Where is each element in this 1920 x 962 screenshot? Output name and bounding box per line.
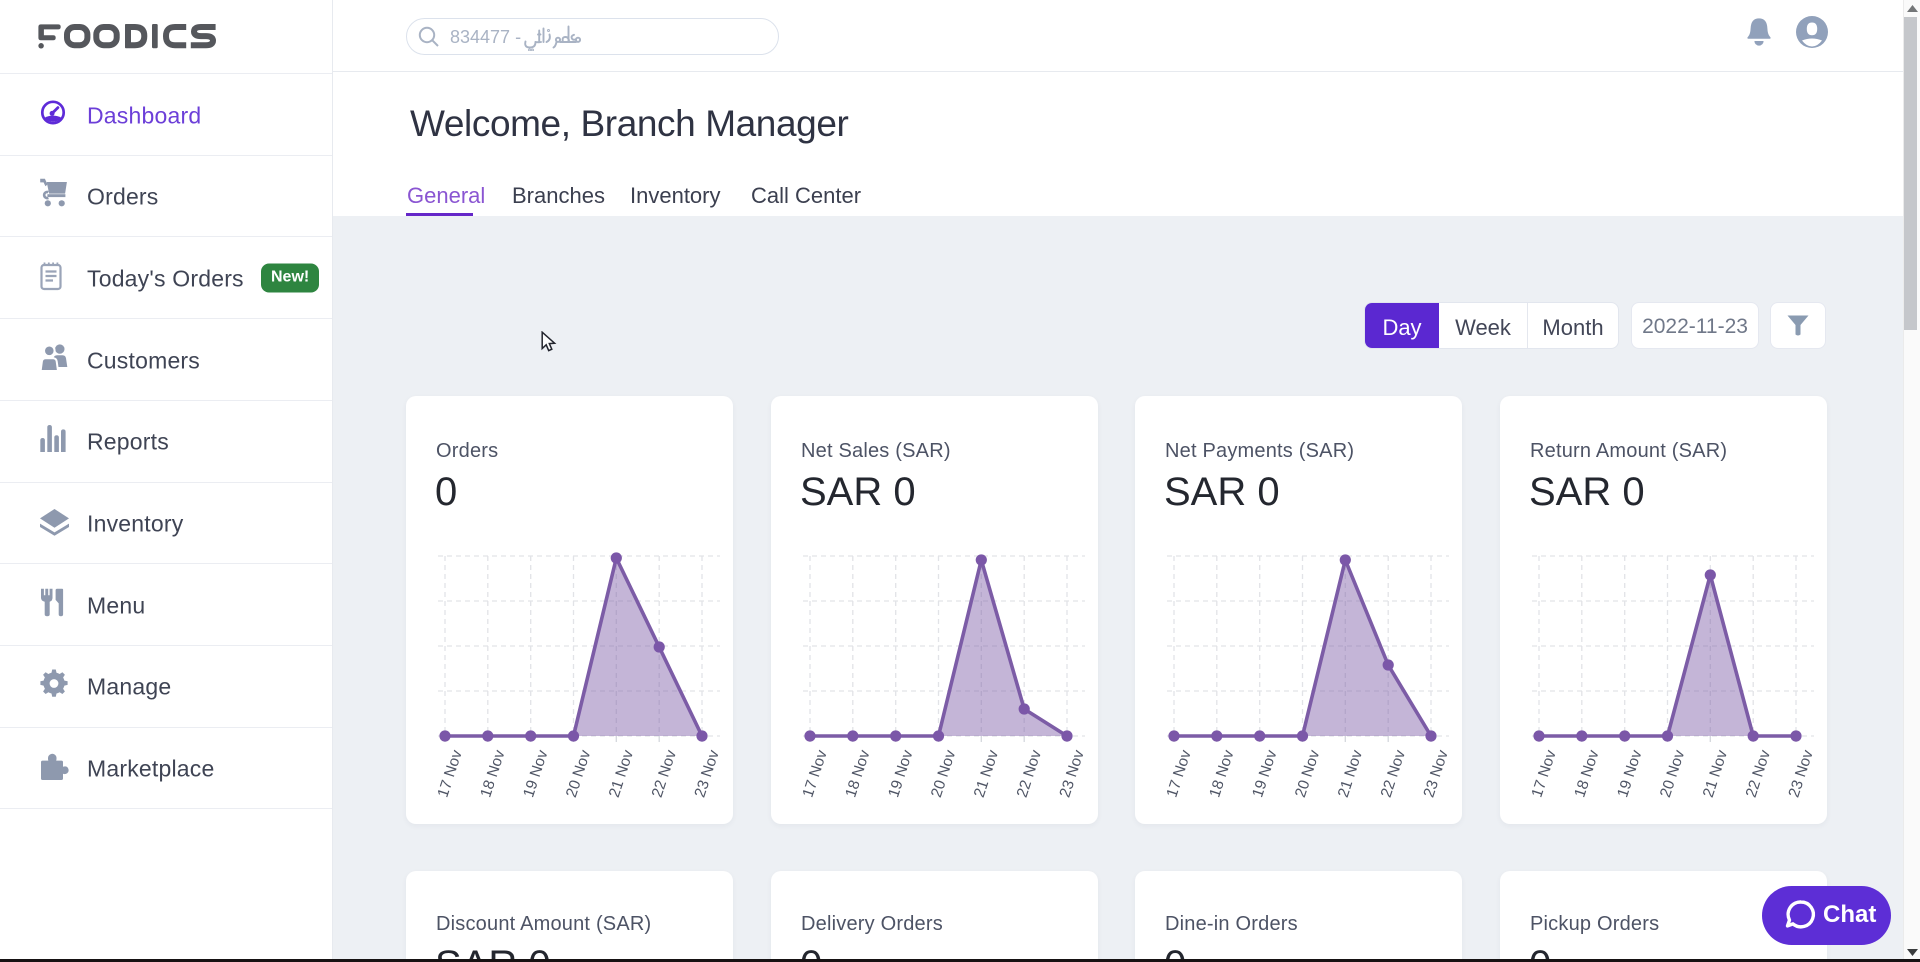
svg-text:20 Nov: 20 Nov [1657,748,1688,800]
svg-text:17 Nov: 17 Nov [800,748,831,800]
svg-text:22 Nov: 22 Nov [649,748,680,800]
svg-text:18 Nov: 18 Nov [1571,748,1602,800]
svg-text:23 Nov: 23 Nov [1786,748,1817,800]
svg-text:21 Nov: 21 Nov [606,748,637,800]
svg-text:20 Nov: 20 Nov [563,748,594,800]
svg-text:18 Nov: 18 Nov [1206,748,1237,800]
svg-text:23 Nov: 23 Nov [1421,748,1452,800]
svg-text:17 Nov: 17 Nov [1164,748,1195,800]
svg-text:20 Nov: 20 Nov [1292,748,1323,800]
svg-text:17 Nov: 17 Nov [435,748,466,800]
svg-text:21 Nov: 21 Nov [971,748,1002,800]
svg-text:22 Nov: 22 Nov [1378,748,1409,800]
svg-text:20 Nov: 20 Nov [928,748,959,800]
svg-text:18 Nov: 18 Nov [842,748,873,800]
svg-text:19 Nov: 19 Nov [885,748,916,800]
svg-text:17 Nov: 17 Nov [1529,748,1560,800]
svg-text:21 Nov: 21 Nov [1335,748,1366,800]
svg-text:23 Nov: 23 Nov [1057,748,1088,800]
svg-text:21 Nov: 21 Nov [1700,748,1731,800]
svg-text:22 Nov: 22 Nov [1014,748,1045,800]
svg-text:19 Nov: 19 Nov [520,748,551,800]
svg-text:19 Nov: 19 Nov [1614,748,1645,800]
svg-text:22 Nov: 22 Nov [1743,748,1774,800]
svg-text:18 Nov: 18 Nov [477,748,508,800]
svg-text:23 Nov: 23 Nov [692,748,723,800]
svg-text:19 Nov: 19 Nov [1249,748,1280,800]
